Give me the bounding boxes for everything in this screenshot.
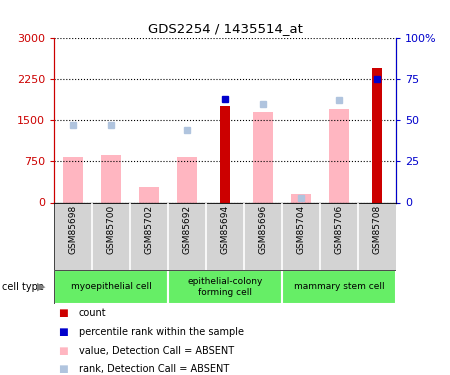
Text: GSM85698: GSM85698 <box>68 204 77 254</box>
Bar <box>63 157 83 203</box>
Text: ■: ■ <box>58 364 68 374</box>
Bar <box>54 270 168 304</box>
Text: ▶: ▶ <box>37 282 46 292</box>
Title: GDS2254 / 1435514_at: GDS2254 / 1435514_at <box>148 22 302 35</box>
Text: rank, Detection Call = ABSENT: rank, Detection Call = ABSENT <box>79 364 229 374</box>
Text: ■: ■ <box>58 327 68 337</box>
Text: GSM85702: GSM85702 <box>144 204 153 254</box>
Text: value, Detection Call = ABSENT: value, Detection Call = ABSENT <box>79 346 234 355</box>
Bar <box>168 270 282 304</box>
Bar <box>252 112 274 202</box>
Bar <box>220 106 230 202</box>
Text: mammary stem cell: mammary stem cell <box>294 282 384 291</box>
Bar <box>291 194 311 202</box>
Text: GSM85692: GSM85692 <box>183 204 192 254</box>
Text: cell type: cell type <box>2 282 44 292</box>
Text: epithelial-colony
forming cell: epithelial-colony forming cell <box>187 277 263 297</box>
Text: myoepithelial cell: myoepithelial cell <box>71 282 151 291</box>
Text: percentile rank within the sample: percentile rank within the sample <box>79 327 244 337</box>
Text: GSM85706: GSM85706 <box>334 204 343 254</box>
Bar <box>176 157 198 203</box>
Text: count: count <box>79 308 106 318</box>
Text: GSM85700: GSM85700 <box>107 204 116 254</box>
Bar <box>372 68 382 203</box>
Text: GSM85708: GSM85708 <box>373 204 382 254</box>
Bar <box>282 270 396 304</box>
Text: GSM85694: GSM85694 <box>220 204 230 254</box>
Text: ■: ■ <box>58 308 68 318</box>
Text: GSM85704: GSM85704 <box>297 204 306 254</box>
Bar <box>139 187 159 202</box>
Bar <box>100 154 122 203</box>
Text: ■: ■ <box>58 346 68 355</box>
Text: GSM85696: GSM85696 <box>258 204 267 254</box>
Bar <box>328 109 350 202</box>
